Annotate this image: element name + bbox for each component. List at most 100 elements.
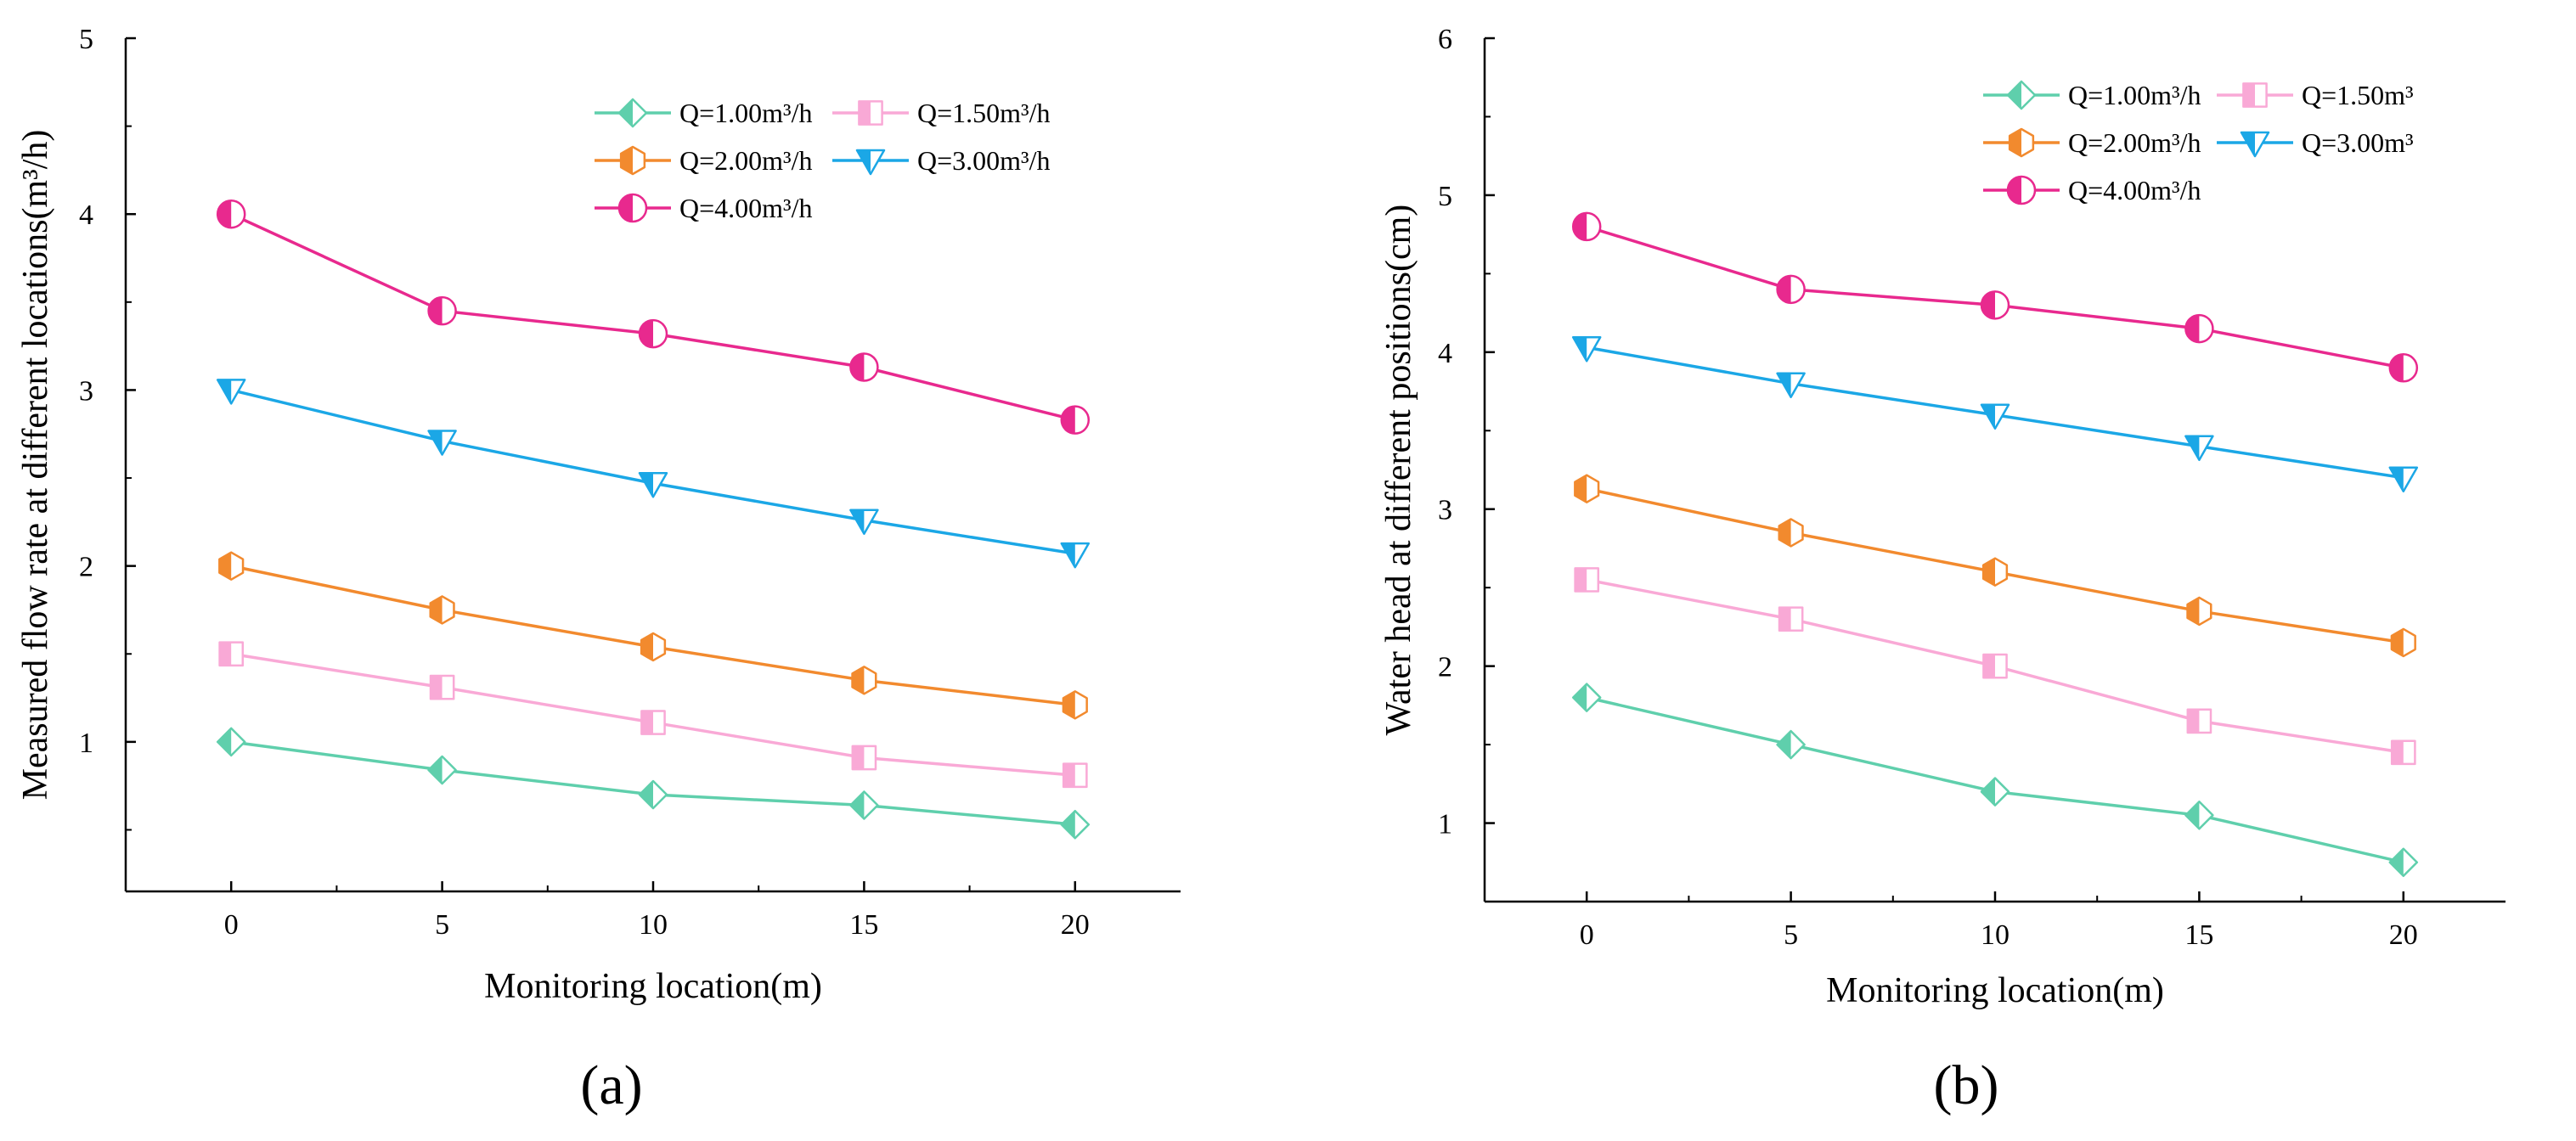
marker-outline <box>1778 518 1804 548</box>
marker-outline <box>218 641 245 667</box>
series-3 <box>218 551 1088 720</box>
marker-outline <box>858 100 883 126</box>
marker-fill <box>2008 177 2021 204</box>
marker-outline <box>1060 810 1091 840</box>
legend-label: Q=4.00m³/h <box>679 193 813 223</box>
marker-outline <box>1776 372 1806 399</box>
data-point <box>1571 683 1602 712</box>
marker-outline <box>1776 274 1806 305</box>
legend-label: Q=2.00m³/h <box>2068 127 2201 158</box>
marker-fill <box>619 194 633 222</box>
y-tick-label: 5 <box>79 24 93 55</box>
data-point <box>1571 336 1602 363</box>
y-tick-label: 3 <box>1438 495 1452 526</box>
y-axis-title: Water head at different positions(cm) <box>1379 205 1418 736</box>
data-point <box>638 472 668 498</box>
marker-fill <box>2389 354 2404 382</box>
marker-outline <box>2390 739 2416 766</box>
legend-item: Q=3.00m³/h <box>832 145 1051 176</box>
legend-item: Q=4.00m³/h <box>595 193 813 223</box>
series-2 <box>218 641 1088 789</box>
y-tick-label: 2 <box>79 552 93 583</box>
data-point <box>218 641 245 667</box>
data-point <box>1776 274 1806 305</box>
x-tick-label: 20 <box>2389 919 2418 951</box>
legend-item: Q=4.00m³/h <box>1983 175 2201 205</box>
marker-fill <box>2187 709 2200 733</box>
legend-marker <box>2242 82 2268 108</box>
marker-fill <box>430 596 442 624</box>
marker-outline <box>849 790 879 820</box>
series-line <box>230 212 1076 422</box>
x-axis-title: Monitoring location(m) <box>1826 971 2164 1010</box>
chart-panel-a: 1 2 3 4 5 0 5 10 15 20 Monitoring location(m) Measu… <box>16 24 1181 1116</box>
marker-outline <box>2388 353 2419 383</box>
data-point <box>427 295 457 326</box>
series-2 <box>1574 567 2416 766</box>
marker-outline <box>427 755 457 785</box>
data-point <box>849 352 879 382</box>
series-line <box>230 388 1076 555</box>
data-point <box>2390 627 2416 658</box>
marker-fill <box>1983 558 1995 586</box>
data-point <box>1778 606 1804 632</box>
marker-outline <box>2390 627 2416 658</box>
marker-fill <box>1063 691 1075 719</box>
y-tick-label: 5 <box>1438 181 1452 212</box>
y-tick-label: 1 <box>79 728 93 759</box>
data-point <box>851 745 877 771</box>
marker-outline <box>1980 403 2010 430</box>
marker-fill <box>852 745 865 770</box>
panel-label: (a) <box>580 1054 642 1116</box>
marker-outline <box>1060 542 1091 569</box>
marker-fill <box>2185 315 2200 343</box>
legend-item: Q=1.00m³/h <box>1983 80 2201 110</box>
data-point <box>1776 729 1806 760</box>
series-1 <box>1571 683 2419 878</box>
marker-outline <box>2006 175 2037 205</box>
marker-outline <box>427 430 457 456</box>
chart-panel-b: 1 2 3 4 5 6 0 5 10 15 20 Monitoring location(m) Wate… <box>1379 24 2506 1116</box>
series-4 <box>1571 336 2419 492</box>
legend-label: Q=4.00m³/h <box>2068 175 2201 205</box>
data-point <box>427 755 457 785</box>
data-point <box>2390 739 2416 766</box>
y-axis-title: Measured flow rate at different location… <box>16 130 55 801</box>
x-tick-label: 5 <box>1784 919 1798 951</box>
series-3 <box>1574 474 2416 658</box>
marker-fill <box>1779 607 1791 631</box>
marker-outline <box>849 509 879 536</box>
marker-fill <box>217 200 232 228</box>
legend-label: Q=1.00m³/h <box>2068 80 2201 110</box>
marker-fill <box>641 711 653 734</box>
marker-outline <box>617 98 648 128</box>
marker-outline <box>427 295 457 326</box>
marker-outline <box>2184 435 2214 462</box>
marker-fill <box>428 297 442 325</box>
marker-outline <box>1062 762 1088 789</box>
marker-fill <box>219 642 232 666</box>
x-tick-label: 5 <box>435 909 449 941</box>
marker-outline <box>851 666 877 695</box>
marker-outline <box>2186 596 2212 627</box>
legend-marker <box>2006 175 2037 205</box>
marker-fill <box>640 320 653 348</box>
marker-outline <box>1571 683 1602 712</box>
marker-fill <box>2392 740 2404 764</box>
data-point <box>429 674 455 700</box>
data-point <box>427 430 457 456</box>
data-point <box>1982 653 2008 679</box>
data-point <box>216 199 246 229</box>
data-point <box>1062 762 1088 789</box>
data-point <box>1571 211 1602 242</box>
marker-outline <box>640 632 667 662</box>
y-tick-label: 4 <box>79 200 93 231</box>
marker-fill <box>431 676 442 700</box>
marker-outline <box>1571 336 1602 363</box>
data-point <box>638 779 668 810</box>
marker-outline <box>617 193 648 223</box>
marker-fill <box>852 666 865 694</box>
data-point <box>1574 474 1600 503</box>
marker-outline <box>1778 606 1804 632</box>
